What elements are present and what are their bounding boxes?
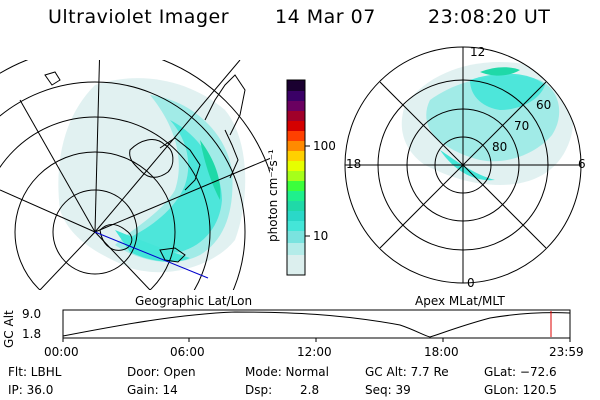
dsp-label: Dsp: <box>245 383 273 397</box>
colorbar-unit-label: photon cm⁻²s⁻¹ <box>266 149 280 242</box>
time-label: 23:08:20 UT <box>428 6 551 28</box>
mlat-label-70: 70 <box>514 119 530 133</box>
mlat-label-80: 80 <box>492 140 508 154</box>
colorbar-tick-100: 100 <box>313 139 336 153</box>
time-tick-1800: 18:00 <box>424 345 459 359</box>
time-tick-0600: 06:00 <box>170 345 205 359</box>
altitude-ytick-9: 9.0 <box>22 307 42 321</box>
altitude-ytick-1-8: 1.8 <box>22 327 42 341</box>
glon-label: GLon: 120.5 <box>484 383 557 397</box>
glat-label: GLat: −72.6 <box>484 365 557 379</box>
gain-label: Gain: 14 <box>127 383 178 397</box>
mlt-label-0: 0 <box>467 276 475 290</box>
time-tick-0000: 00:00 <box>44 345 79 359</box>
mlat-label-60: 60 <box>536 98 552 112</box>
date-label: 14 Mar 07 <box>275 6 376 28</box>
colorbar-tick-10: 10 <box>313 229 329 243</box>
colorbar <box>286 79 310 276</box>
ip-label: IP: 36.0 <box>8 383 54 397</box>
seq-label: Seq: 39 <box>365 383 411 397</box>
time-tick-2359: 23:59 <box>549 345 584 359</box>
door-label: Door: Open <box>127 365 196 379</box>
mlt-label-12: 12 <box>470 45 486 59</box>
gc-alt-label: GC Alt: 7.7 Re <box>365 365 449 379</box>
apex-caption: Apex MLat/MLT <box>415 294 505 308</box>
altitude-plot <box>62 309 571 342</box>
geographic-caption: Geographic Lat/Lon <box>135 294 253 308</box>
polar-mlat-mlt-plot <box>344 46 582 284</box>
mode-label: Mode: Normal <box>245 365 329 379</box>
aurora-emission-right <box>401 61 574 185</box>
mlt-label-6: 6 <box>578 157 586 171</box>
altitude-ylabel: GC Alt <box>2 310 16 348</box>
filter-label: Flt: LBHL <box>8 365 62 379</box>
instrument-title: Ultraviolet Imager <box>48 6 230 28</box>
time-tick-1200: 12:00 <box>297 345 332 359</box>
mlt-label-18: 18 <box>346 157 362 171</box>
dsp-value: 2.8 <box>300 383 320 397</box>
